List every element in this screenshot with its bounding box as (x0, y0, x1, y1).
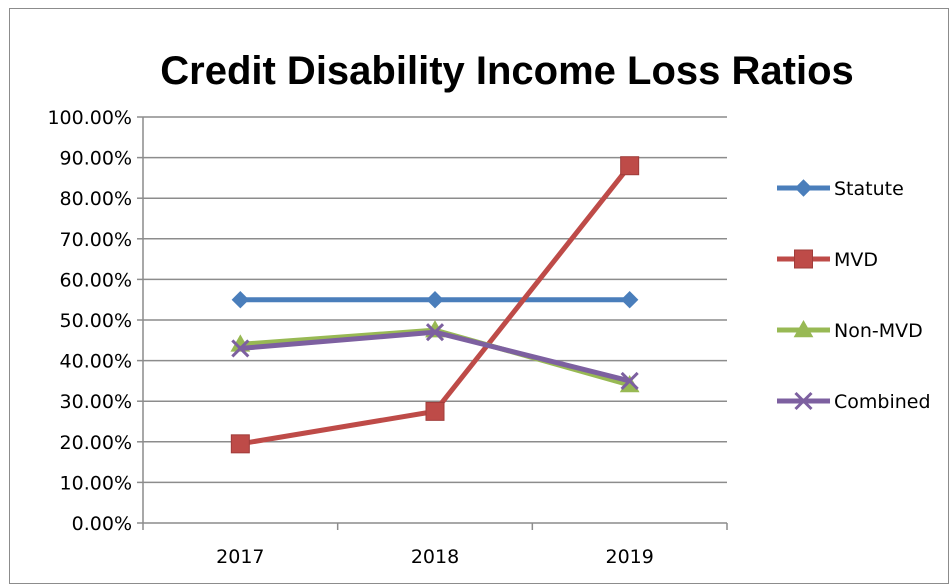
series-mvd (230, 156, 640, 454)
y-tick-label: 70.00% (60, 229, 132, 251)
data-point (620, 290, 639, 309)
legend-marker (794, 179, 813, 197)
data-point (620, 371, 639, 390)
y-tick-label: 90.00% (60, 148, 132, 170)
data-point (231, 290, 250, 309)
data-point (231, 339, 250, 358)
data-point (426, 290, 444, 309)
x-axis-ticks: 2017 2018 2019 (216, 546, 654, 568)
chart-title: Credit Disability Income Loss Ratios (160, 49, 854, 93)
y-tick-label: 20.00% (60, 432, 132, 454)
y-tick-label: 0.00% (72, 513, 132, 535)
series-statute (231, 290, 639, 309)
x-tick-label: 2018 (411, 546, 459, 568)
series-group (230, 156, 640, 454)
legend-entry: Non-MVD (777, 319, 923, 342)
y-tick-label: 40.00% (60, 351, 132, 373)
legend-label: Statute (834, 178, 904, 200)
legend-label: Non-MVD (834, 320, 923, 342)
legend: Statute MVD Non-MVD Combined (777, 178, 931, 413)
y-tick-label: 50.00% (60, 310, 132, 332)
legend-entry: MVD (777, 249, 878, 271)
axes (137, 116, 728, 530)
y-tick-label: 10.00% (60, 472, 132, 494)
x-tick-label: 2019 (605, 546, 653, 568)
y-tick-label: 80.00% (60, 188, 132, 210)
y-tick-label: 60.00% (60, 269, 132, 291)
data-point (620, 156, 640, 176)
legend-marker (794, 249, 813, 269)
series-combined (231, 323, 639, 390)
chart-frame (9, 8, 949, 584)
legend-marker (794, 391, 813, 411)
data-point (230, 434, 250, 454)
data-point (425, 401, 445, 421)
legend-marker (793, 319, 814, 338)
legend-entry: Statute (777, 178, 904, 200)
series-line (240, 327, 631, 388)
y-axis-ticks: 0.00% 10.00% 20.00% 30.00% 40.00% 50.00% 60.00… (47, 107, 132, 535)
y-tick-label: 100.00% (47, 107, 132, 129)
legend-label: MVD (834, 249, 878, 271)
legend-label: Combined (834, 391, 931, 413)
data-point (425, 323, 445, 342)
x-tick-label: 2017 (216, 546, 264, 568)
y-tick-label: 30.00% (60, 391, 132, 413)
legend-entry: Combined (777, 391, 931, 413)
